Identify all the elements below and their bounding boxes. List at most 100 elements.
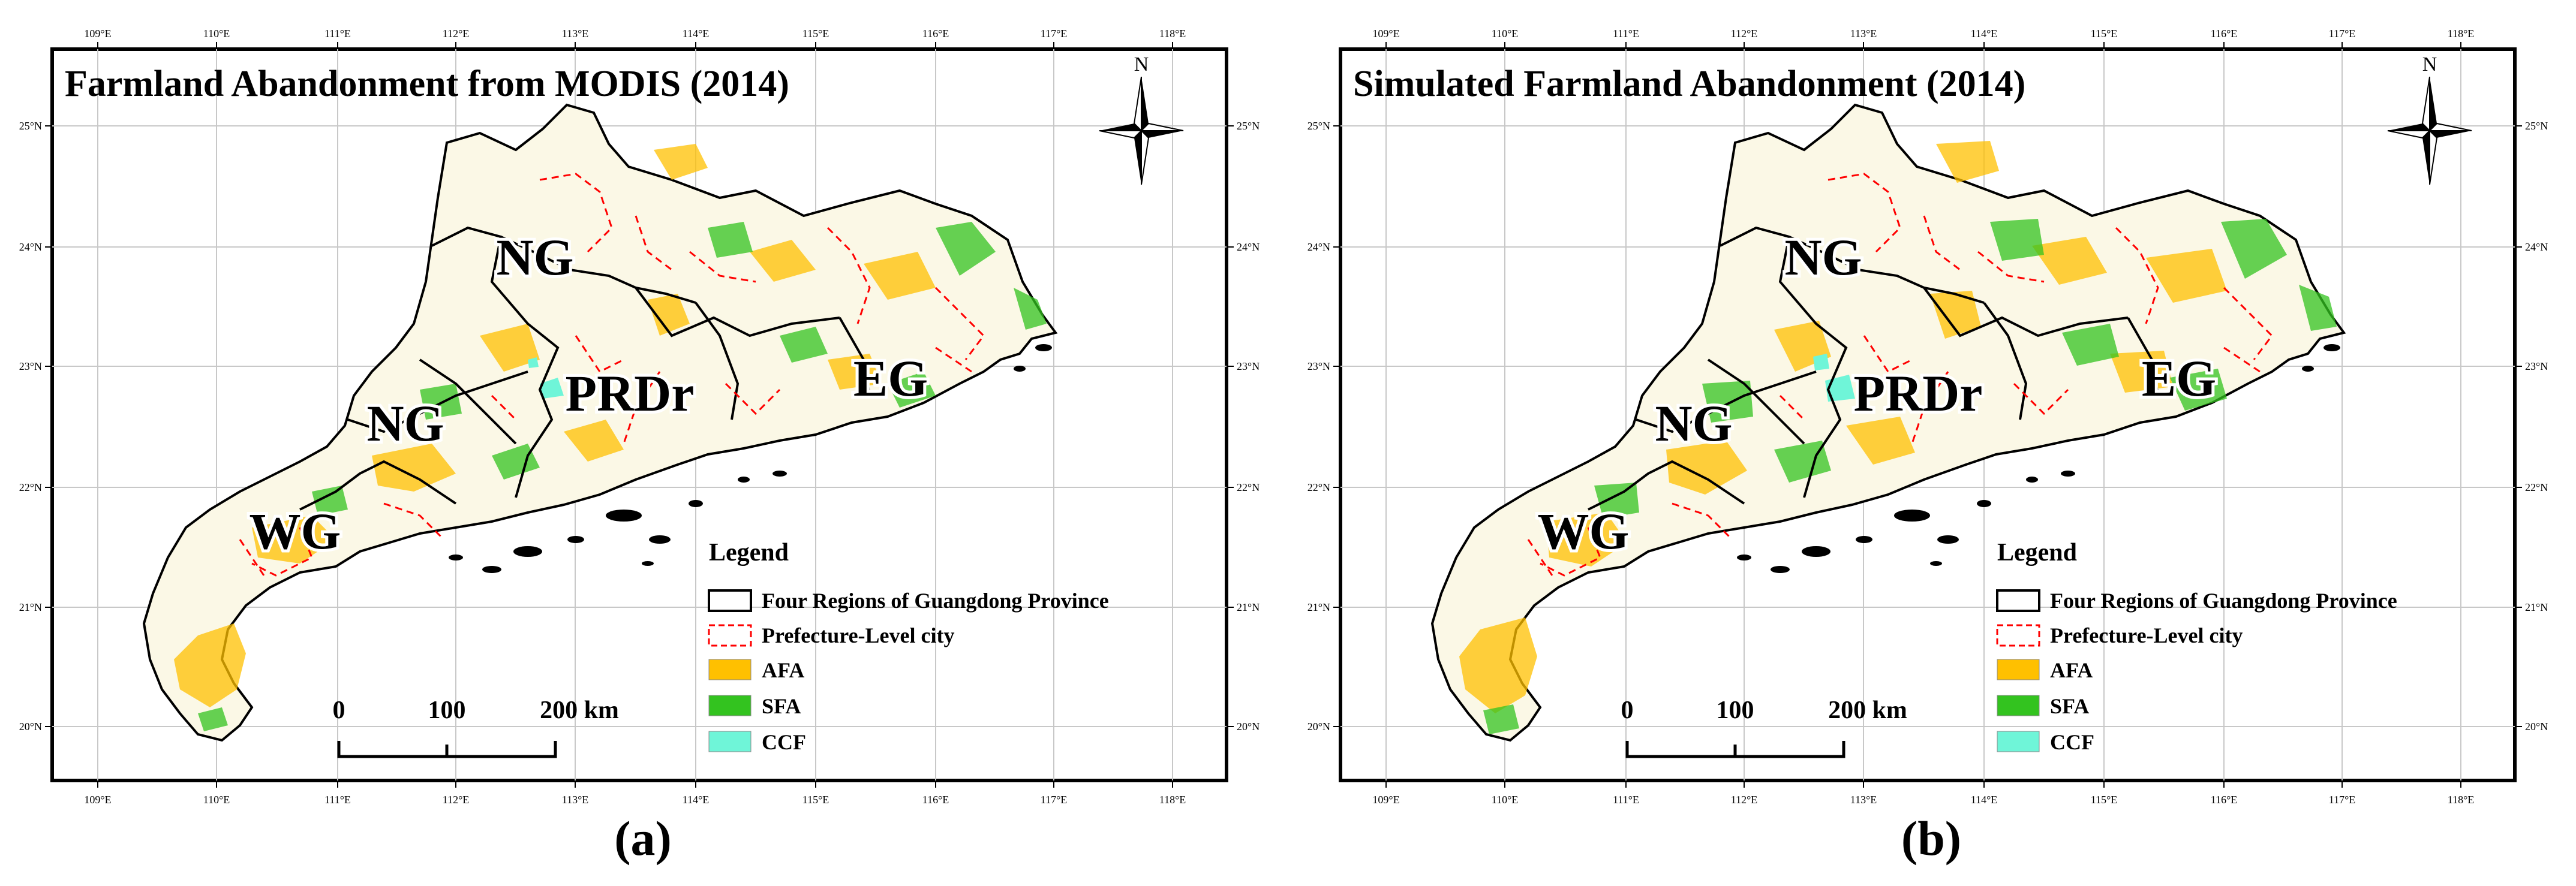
svg-text:117°E: 117°E: [1041, 28, 1068, 40]
svg-text:24°N: 24°N: [19, 241, 42, 253]
svg-text:25°N: 25°N: [1307, 120, 1330, 132]
legend-label-sfa: SFA: [2050, 694, 2089, 718]
legend-swatch-afa: [1997, 659, 2040, 680]
legend-title: Legend: [709, 539, 789, 566]
scale-label-0: 0: [333, 697, 345, 724]
region-label-ng-north: NG: [1785, 228, 1862, 286]
north-label: N: [2422, 53, 2437, 76]
svg-text:116°E: 116°E: [2211, 28, 2238, 40]
scale-label-200: 200 km: [540, 697, 619, 724]
svg-text:24°N: 24°N: [1307, 241, 1330, 253]
svg-text:20°N: 20°N: [2525, 721, 2548, 733]
svg-text:113°E: 113°E: [1850, 28, 1877, 40]
lon-labels-bottom-b: 109°E 110°E 111°E 112°E 113°E 114°E 115°…: [1372, 794, 2474, 806]
svg-text:111°E: 111°E: [1613, 28, 1639, 40]
svg-text:113°E: 113°E: [562, 28, 589, 40]
legend-swatch-regions: [1996, 589, 2040, 612]
region-label-wg: WG: [250, 502, 341, 560]
lat-labels-right-b: 25°N 24°N 23°N 22°N 21°N 20°N: [2525, 120, 2548, 733]
svg-text:20°N: 20°N: [1307, 721, 1330, 733]
svg-text:116°E: 116°E: [922, 28, 949, 40]
svg-text:23°N: 23°N: [1307, 360, 1330, 372]
legend-label-afa: AFA: [2050, 658, 2093, 682]
svg-text:115°E: 115°E: [802, 28, 829, 40]
svg-text:118°E: 118°E: [1159, 28, 1186, 40]
svg-text:109°E: 109°E: [84, 28, 111, 40]
city-borders: [1527, 173, 2273, 577]
svg-text:22°N: 22°N: [19, 481, 42, 493]
svg-text:115°E: 115°E: [802, 794, 829, 806]
panel-caption: (b): [1901, 811, 1962, 866]
ccf-patches: [528, 357, 564, 399]
legend-label-afa: AFA: [762, 658, 804, 682]
svg-text:112°E: 112°E: [1731, 794, 1758, 806]
svg-text:114°E: 114°E: [1971, 28, 1998, 40]
north-label: N: [1134, 53, 1149, 76]
svg-text:109°E: 109°E: [84, 794, 111, 806]
scale-bar-b: 0 100 200 km: [1621, 697, 1907, 758]
svg-text:21°N: 21°N: [2525, 601, 2548, 613]
map-title: Farmland Abandonment from MODIS (2014): [65, 64, 789, 104]
svg-text:115°E: 115°E: [2091, 28, 2118, 40]
legend-b: Legend Four Regions of Guangdong Provinc…: [1996, 539, 2397, 754]
svg-text:113°E: 113°E: [1850, 794, 1877, 806]
svg-text:25°N: 25°N: [2525, 120, 2548, 132]
map-b-svg: 109°E 110°E 111°E 112°E 113°E 114°E 115°…: [1307, 28, 2548, 806]
legend-label-ccf: CCF: [762, 730, 806, 754]
svg-text:25°N: 25°N: [1237, 120, 1260, 132]
legend-label-ccf: CCF: [2050, 730, 2094, 754]
svg-text:116°E: 116°E: [2211, 794, 2238, 806]
svg-text:23°N: 23°N: [2525, 360, 2548, 372]
legend-swatch-ccf: [708, 731, 752, 752]
legend-swatch-regions: [708, 589, 752, 612]
svg-text:110°E: 110°E: [203, 28, 230, 40]
region-label-wg: WG: [1538, 502, 1630, 560]
svg-text:21°N: 21°N: [1237, 601, 1260, 613]
legend-swatch-ccf: [1997, 731, 2040, 752]
legend-a: Legend Four Regions of Guangdong Provinc…: [708, 539, 1109, 754]
svg-text:24°N: 24°N: [2525, 241, 2548, 253]
svg-text:110°E: 110°E: [1492, 28, 1519, 40]
scale-label-100: 100: [1717, 697, 1754, 724]
svg-text:109°E: 109°E: [1372, 28, 1399, 40]
legend-swatch-city: [708, 624, 752, 647]
sfa-patches: [198, 222, 1047, 731]
map-panel-a: 109°E 110°E 111°E 112°E 113°E 114°E 115°…: [19, 28, 1260, 866]
svg-text:118°E: 118°E: [1159, 794, 1186, 806]
lat-labels-right-a: 25°N 24°N 23°N 22°N 21°N 20°N: [1237, 120, 1260, 733]
region-label-prdr: PRDr: [1854, 364, 1983, 422]
scale-label-200: 200 km: [1828, 697, 1907, 724]
svg-text:20°N: 20°N: [1237, 721, 1260, 733]
region-label-ng-north: NG: [497, 228, 574, 286]
region-label-ng-west: NG: [367, 394, 444, 452]
lon-labels-top-a: 109°E 110°E 111°E 112°E 113°E 114°E 115°…: [84, 28, 1186, 40]
city-borders: [239, 173, 985, 577]
scale-bar-a: 0 100 200 km: [333, 697, 619, 758]
lon-labels-bottom-a: 109°E 110°E 111°E 112°E 113°E 114°E 115°…: [84, 794, 1186, 806]
svg-text:22°N: 22°N: [2525, 481, 2548, 493]
lat-labels-left-b: 25°N 24°N 23°N 22°N 21°N 20°N: [1307, 120, 1330, 733]
legend-title: Legend: [1997, 539, 2077, 566]
region-label-eg: EG: [853, 349, 928, 407]
svg-text:112°E: 112°E: [1731, 28, 1758, 40]
svg-text:115°E: 115°E: [2091, 794, 2118, 806]
svg-text:22°N: 22°N: [1237, 481, 1260, 493]
svg-text:117°E: 117°E: [2329, 28, 2356, 40]
province-map-b: [1430, 103, 2346, 742]
svg-text:111°E: 111°E: [324, 794, 351, 806]
ticks-b: [1333, 42, 2522, 788]
legend-label-regions: Four Regions of Guangdong Province: [762, 589, 1109, 613]
islands: [449, 344, 1052, 573]
svg-text:112°E: 112°E: [443, 794, 470, 806]
svg-text:118°E: 118°E: [2448, 794, 2475, 806]
svg-text:116°E: 116°E: [922, 794, 949, 806]
svg-text:118°E: 118°E: [2448, 28, 2475, 40]
svg-text:20°N: 20°N: [19, 721, 42, 733]
region-label-prdr: PRDr: [566, 364, 695, 422]
map-a-svg: 109°E 110°E 111°E 112°E 113°E 114°E 115°…: [19, 28, 1260, 806]
svg-text:110°E: 110°E: [203, 794, 230, 806]
region-label-ng-west: NG: [1655, 394, 1733, 452]
region-borders: [299, 226, 871, 511]
svg-text:23°N: 23°N: [19, 360, 42, 372]
legend-label-city: Prefecture-Level city: [2050, 623, 2243, 647]
